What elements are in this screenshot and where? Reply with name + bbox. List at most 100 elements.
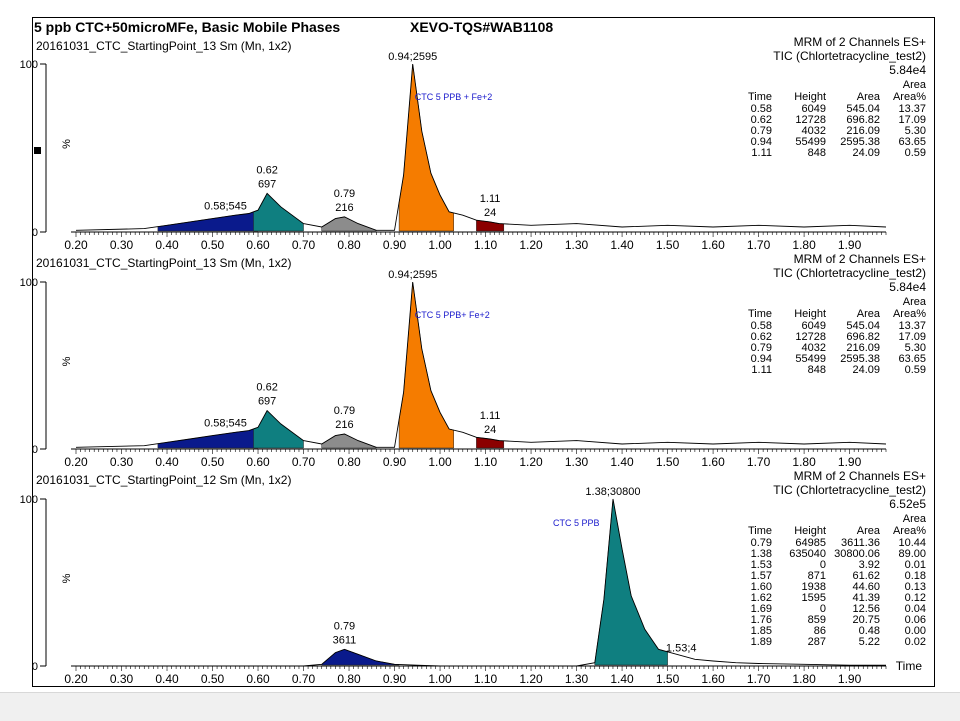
- table-cell: 0.59: [905, 364, 926, 376]
- peak-area: [157, 426, 259, 449]
- x-tick-label: 1.60: [701, 238, 725, 252]
- x-tick-label: 1.40: [610, 672, 634, 686]
- table-cell: 5.30: [905, 125, 926, 137]
- x-tick-label: 0.50: [201, 238, 225, 252]
- chromatogram-trace: [75, 63, 887, 231]
- table-cell: 44.60: [852, 581, 880, 593]
- x-tick-label: 0.90: [383, 238, 407, 252]
- x-tick-label: 1.30: [565, 238, 589, 252]
- x-tick-label: 1.00: [428, 455, 452, 469]
- table-cell: 545.04: [846, 320, 880, 332]
- chromatogram-trace: [75, 281, 887, 448]
- intensity-label: 6.52e5: [889, 497, 926, 511]
- peak-label: 0.58;545: [204, 418, 247, 430]
- peak-area: [253, 410, 304, 449]
- table-cell: 0.62: [751, 114, 772, 126]
- table-header: Area: [857, 91, 881, 103]
- x-tick-label: 0.80: [337, 238, 361, 252]
- table-cell: 1.89: [751, 636, 772, 648]
- table-cell: 0.13: [905, 581, 926, 593]
- table-cell: 848: [808, 364, 826, 376]
- table-cell: 1.60: [751, 581, 772, 593]
- y-tick-label: 0: [32, 227, 38, 239]
- x-tick-label: 1.00: [428, 238, 452, 252]
- x-tick-label: 1.90: [838, 238, 862, 252]
- channel-label: MRM of 2 Channels ES+: [794, 469, 926, 483]
- table-cell: 17.09: [898, 114, 926, 126]
- table-cell: 696.82: [846, 331, 880, 343]
- table-cell: 0.94: [751, 136, 772, 148]
- table-cell: 1.57: [751, 570, 772, 582]
- table-cell: 0.48: [859, 625, 880, 637]
- chromatogram-frame: [32, 17, 935, 687]
- peak-label: 1.11: [480, 410, 501, 422]
- peak-label: 0.94;2595: [388, 51, 437, 63]
- table-cell: 0.06: [905, 614, 926, 626]
- table-cell: 287: [808, 636, 826, 648]
- x-tick-label: 0.70: [292, 455, 316, 469]
- table-cell: 635040: [789, 548, 826, 560]
- table-cell: 696.82: [846, 114, 880, 126]
- table-cell: 1938: [802, 581, 826, 593]
- status-bar: [0, 692, 960, 721]
- x-tick-label: 1.90: [838, 455, 862, 469]
- x-tick-label: 1.70: [747, 238, 771, 252]
- peak-label: 3611: [333, 634, 357, 646]
- y-tick-label: 0: [32, 661, 38, 673]
- table-cell: 12728: [795, 114, 826, 126]
- x-tick-label: 1.20: [519, 672, 543, 686]
- x-tick-label: 0.90: [383, 672, 407, 686]
- table-cell: 1.38: [751, 548, 772, 560]
- table-cell: 0.04: [905, 603, 926, 615]
- y-axis-label: %: [61, 356, 73, 366]
- chromatogram-trace: [76, 498, 886, 667]
- table-cell: 24.09: [852, 364, 880, 376]
- y-tick-label: 100: [20, 494, 38, 506]
- table-cell: 0: [820, 603, 826, 615]
- x-tick-label: 1.50: [656, 455, 680, 469]
- table-cell: 0.12: [905, 592, 926, 604]
- table-cell: 545.04: [846, 103, 880, 115]
- x-tick-label: 0.40: [155, 238, 179, 252]
- peak-label: 0.62: [256, 382, 277, 394]
- table-cell: 1.76: [751, 614, 772, 626]
- x-tick-label: 0.50: [201, 455, 225, 469]
- table-cell: 1.69: [751, 603, 772, 615]
- table-cell: 871: [808, 570, 826, 582]
- table-cell: 5.30: [905, 342, 926, 354]
- table-cell: 848: [808, 147, 826, 159]
- table-cell: 0.02: [905, 636, 926, 648]
- table-area-label: Area: [903, 79, 927, 91]
- instrument-name: XEVO-TQS#WAB1108: [410, 19, 554, 35]
- table-header: Time: [748, 91, 772, 103]
- sample-label: 20161031_CTC_StartingPoint_13 Sm (Mn, 1x…: [36, 39, 291, 53]
- table-cell: 0.00: [905, 625, 926, 637]
- table-cell: 55499: [795, 136, 826, 148]
- table-header: Time: [748, 525, 772, 537]
- table-cell: 0.79: [751, 342, 772, 354]
- x-tick-label: 1.30: [565, 455, 589, 469]
- x-tick-label: 1.80: [792, 238, 816, 252]
- tic-label: TIC (Chlortetracycline_test2): [773, 483, 926, 497]
- table-cell: 6049: [802, 103, 826, 115]
- intensity-label: 5.84e4: [889, 63, 926, 77]
- table-cell: 1.11: [751, 364, 772, 376]
- table-cell: 0.79: [751, 125, 772, 137]
- y-tick-label: 0: [32, 444, 38, 456]
- x-tick-label: 0.30: [110, 455, 134, 469]
- table-header: Area%: [893, 308, 926, 320]
- x-tick-label: 1.10: [474, 672, 498, 686]
- table-cell: 17.09: [898, 331, 926, 343]
- x-tick-label: 0.30: [110, 672, 134, 686]
- table-cell: 4032: [802, 342, 826, 354]
- x-tick-label: 0.20: [64, 455, 88, 469]
- x-tick-label: 0.40: [155, 672, 179, 686]
- table-cell: 3611.36: [841, 537, 880, 549]
- x-tick-label: 1.20: [519, 238, 543, 252]
- table-cell: 0.18: [905, 570, 926, 582]
- table-cell: 12728: [795, 331, 826, 343]
- peak-label: 0.79: [334, 405, 355, 417]
- x-tick-label: 0.60: [246, 455, 270, 469]
- table-cell: 1.11: [751, 147, 772, 159]
